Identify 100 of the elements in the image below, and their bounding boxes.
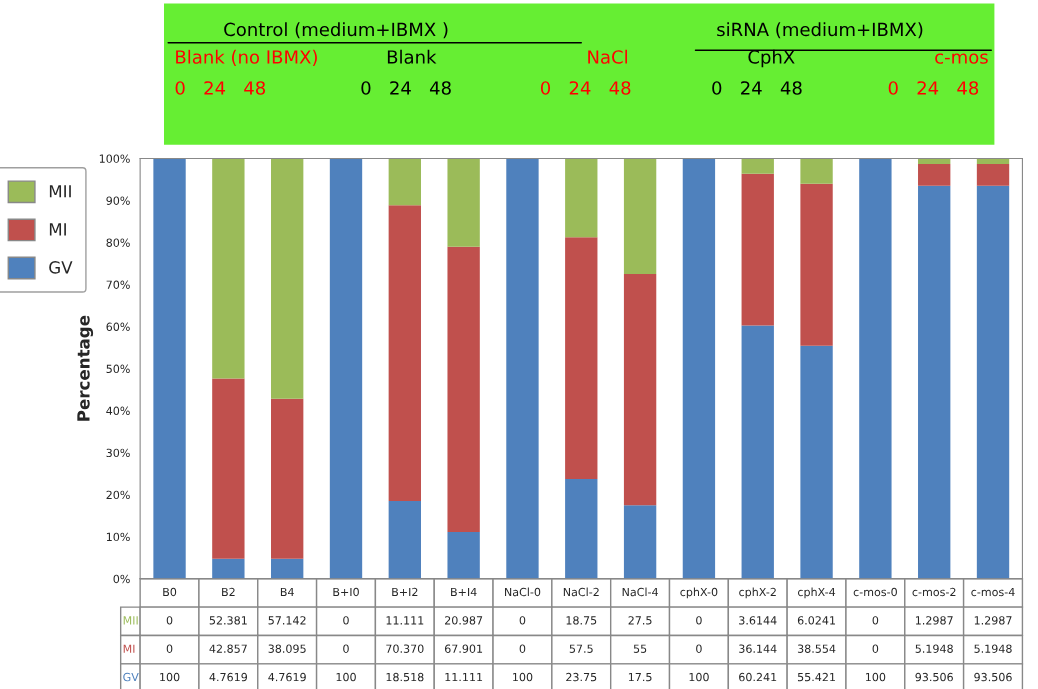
text: MII (123, 616, 138, 625)
bar (741, 158, 774, 174)
data-label: 18.75 (566, 616, 597, 625)
y-tick-label: 20% (106, 490, 130, 500)
text: Blank (387, 49, 437, 64)
bar (918, 158, 951, 164)
x-tick-label: c-mos-4 (971, 587, 1015, 597)
x-tick-label: B2 (222, 587, 235, 597)
bar (800, 183, 833, 346)
data-label: 5.1948 (974, 644, 1012, 653)
x-tick-label: B+I2 (392, 587, 418, 597)
data-label: 57.142 (268, 616, 306, 625)
y-tick-label: 50% (106, 364, 130, 373)
x-tick-label: cphX-4 (798, 587, 836, 599)
bar (976, 163, 1010, 186)
data-label: 20.987 (445, 616, 483, 625)
x-tick-label: NaCl-0 (505, 587, 541, 597)
data-label: 0 (519, 616, 526, 625)
bar (623, 274, 657, 506)
data-label: 100 (866, 672, 886, 682)
y-tick-label: 30% (106, 448, 130, 458)
data-label: 93.506 (974, 672, 1012, 682)
data-label: 100 (689, 672, 709, 682)
data-label: 0 (343, 644, 349, 653)
data-label: 11.111 (445, 673, 483, 682)
y-tick-label: 90% (106, 196, 130, 205)
y-tick-label: 70% (106, 280, 130, 289)
data-label: 0 (166, 616, 173, 625)
data-label: 6.0241 (797, 616, 835, 625)
text: 0 24 48 (540, 81, 631, 95)
bar (918, 163, 951, 186)
y-tick-label: 0% (113, 574, 130, 584)
data-label: 60.241 (739, 672, 777, 682)
data-label: 57.5 (569, 644, 593, 653)
x-tick-label: B4 (280, 587, 294, 597)
data-label: 38.554 (797, 644, 836, 653)
bar (976, 158, 1010, 164)
bar (388, 205, 421, 501)
text: siRNA (medium+IBMX) (717, 22, 923, 39)
data-label: 0 (343, 616, 349, 625)
text: c-mos (935, 53, 988, 64)
legend-label: MI (49, 223, 66, 236)
bar (271, 398, 304, 559)
y-tick-label: 60% (106, 322, 130, 331)
bar (447, 246, 480, 533)
data-label: 5.1948 (915, 644, 953, 653)
data-label: 52.381 (209, 616, 247, 625)
data-label: 4.7619 (209, 672, 248, 682)
text: 0 24 48 (361, 81, 451, 95)
data-label: 0 (872, 644, 879, 653)
data-label: 0 (519, 644, 526, 653)
bar (741, 173, 774, 326)
text: 0 24 48 (175, 81, 266, 95)
x-tick-label: B0 (163, 587, 177, 597)
x-tick-label: NaCl-2 (563, 587, 599, 597)
y-tick-label: 10% (106, 532, 130, 542)
bar (800, 158, 833, 184)
data-label: 27.5 (628, 616, 652, 625)
bar (565, 237, 598, 479)
text: 0 24 48 (888, 81, 979, 95)
y-axis-title: Percentage (77, 315, 94, 421)
bar (447, 158, 480, 247)
legend-label: MII (49, 185, 71, 198)
text: CphX (748, 49, 795, 68)
text: GV (123, 672, 139, 682)
data-label: 0 (166, 644, 173, 653)
data-label: 93.506 (915, 672, 953, 682)
y-tick-label: 80% (106, 238, 130, 247)
x-tick-label: c-mos-0 (853, 587, 897, 597)
data-label: 0 (872, 616, 879, 625)
data-label: 55.421 (797, 672, 835, 682)
y-tick-label: 100% (99, 154, 130, 163)
data-label: 36.144 (739, 644, 777, 653)
bar (271, 158, 304, 399)
text: Blank (no IBMX) (176, 49, 317, 66)
data-label: 17.5 (628, 673, 652, 682)
legend-label: GV (49, 261, 73, 274)
text: Control (medium+IBMX ) (224, 22, 448, 39)
data-label: 3.6144 (739, 616, 777, 625)
bar (565, 158, 598, 238)
text: 0 24 48 (712, 81, 802, 95)
bar (388, 158, 421, 206)
data-label: 0 (696, 616, 702, 625)
data-label: 1.2987 (915, 616, 953, 625)
data-label: 38.095 (268, 644, 306, 653)
data-label: 18.518 (386, 672, 424, 682)
x-tick-label: NaCl-4 (622, 587, 658, 597)
data-label: 0 (696, 644, 702, 653)
data-label: 55 (633, 644, 647, 653)
bar (212, 378, 245, 559)
data-label: 11.111 (386, 616, 424, 625)
text: NaCl (588, 49, 627, 64)
x-tick-label: B+I4 (451, 587, 477, 597)
data-label: 23.75 (566, 672, 597, 682)
y-tick-label: 40% (106, 406, 130, 416)
data-label: 4.7619 (268, 672, 306, 682)
bar (212, 158, 245, 379)
text: MI (123, 644, 135, 653)
bar (623, 158, 657, 275)
data-label: 100 (160, 672, 180, 682)
